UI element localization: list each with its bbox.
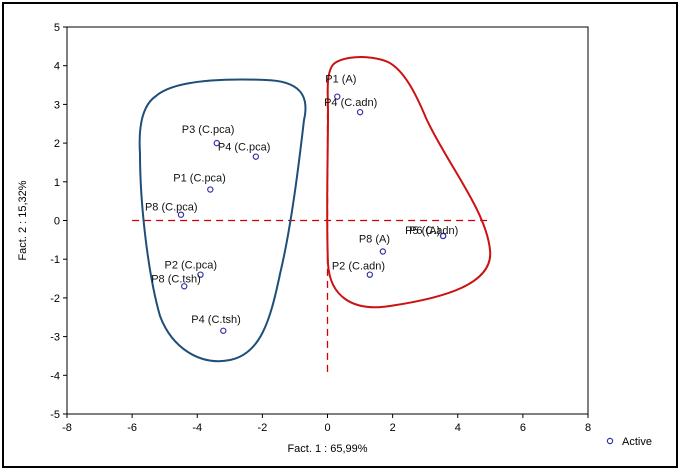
point-label: P2 (C.pca)	[165, 260, 218, 272]
x-tick-label: 8	[585, 422, 591, 434]
x-tick-label: -6	[127, 422, 137, 434]
x-axis-label: Fact. 1 : 65,99%	[287, 443, 367, 455]
chart-frame: -8 -6 -4 -2 0 2 4 6 8 -5 -4 -3 -2 -1 0 1 2 3 4 5 P3 (C.pca)…	[2, 2, 678, 468]
left-group-outline	[138, 78, 307, 363]
y-tick-label: 0	[54, 216, 60, 228]
x-tick-label: 0	[324, 422, 330, 434]
axes	[63, 26, 589, 418]
y-tick-label: 3	[54, 99, 60, 111]
tick-labels: -8 -6 -4 -2 0 2 4 6 8 -5 -4 -3 -2 -1 0 1 2 3 4 5	[50, 22, 591, 434]
x-tick-label: -8	[62, 422, 72, 434]
data-point	[334, 93, 341, 100]
point-label: P1 (C.pca)	[173, 173, 226, 185]
group-outlines	[138, 56, 492, 363]
point-label: P8 (A)	[359, 233, 390, 245]
data-point	[177, 211, 185, 218]
y-tick-label: 2	[54, 138, 60, 150]
point-label: P5 (C.adn)	[405, 225, 458, 237]
data-point	[220, 327, 227, 334]
data-point	[181, 283, 188, 290]
y-tick-label: 5	[54, 22, 60, 34]
data-point	[213, 139, 220, 147]
data-point	[252, 153, 260, 160]
point-labels: P3 (C.pca) P4 (C.pca) P1 (C.pca) P8 (C.pca)…	[145, 74, 458, 326]
x-tick-label: 6	[520, 422, 526, 434]
data-point	[207, 186, 214, 193]
y-tick-label: -4	[50, 370, 60, 382]
legend-label: Active	[622, 436, 652, 448]
point-label: P2 (C.adn)	[332, 261, 385, 273]
y-tick-label: -1	[50, 254, 60, 266]
y-tick-label: 1	[54, 177, 60, 189]
point-label: P8 (C.tsh)	[151, 273, 201, 285]
point-label: P4 (C.tsh)	[191, 314, 241, 326]
x-tick-label: 2	[390, 422, 396, 434]
scatter-chart: -8 -6 -4 -2 0 2 4 6 8 -5 -4 -3 -2 -1 0 1 2 3 4 5 P3 (C.pca)…	[17, 22, 652, 455]
right-group-outline	[326, 56, 492, 309]
point-label: P3 (C.pca)	[182, 124, 235, 136]
x-tick-label: -4	[192, 422, 202, 434]
data-point	[439, 232, 447, 240]
data-points	[177, 93, 447, 334]
y-tick-label: -5	[50, 409, 60, 421]
point-label: P8 (C.pca)	[145, 202, 198, 214]
point-label: P6 (A)	[409, 225, 440, 237]
legend-marker	[606, 437, 614, 445]
data-point	[379, 248, 387, 255]
data-point	[366, 271, 374, 278]
y-tick-label: -2	[50, 293, 60, 305]
x-tick-label: 4	[455, 422, 461, 434]
point-label: P4 (C.pca)	[218, 142, 271, 154]
point-label: P1 (A)	[325, 74, 356, 86]
y-tick-label: -3	[50, 332, 60, 344]
point-label: P4 (C.adn)	[324, 97, 377, 109]
y-tick-label: 4	[54, 61, 60, 73]
x-tick-label: -2	[257, 422, 267, 434]
legend: Active	[606, 436, 652, 448]
data-point	[197, 271, 204, 278]
data-point	[356, 108, 364, 116]
y-axis-label: Fact. 2 : 15,32%	[17, 180, 29, 260]
